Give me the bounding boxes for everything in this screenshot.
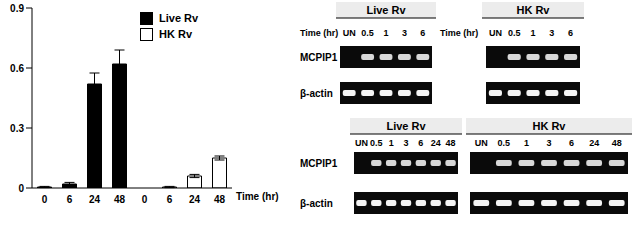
html-text:Time (hr): Time (hr) — [236, 191, 279, 202]
svg-text:3: 3 — [402, 28, 407, 38]
svg-text:MCPIP1: MCPIP1 — [300, 52, 338, 63]
svg-text:48: 48 — [446, 138, 456, 148]
svg-text:0: 0 — [42, 194, 48, 205]
svg-text:48: 48 — [612, 138, 622, 148]
svg-text:1: 1 — [389, 138, 394, 148]
svg-text:0: 0 — [142, 194, 148, 205]
svg-text:3: 3 — [403, 138, 408, 148]
svg-text:UN: UN — [355, 138, 368, 148]
svg-text:1: 1 — [524, 138, 529, 148]
svg-text:48: 48 — [114, 194, 126, 205]
svg-text:24: 24 — [431, 138, 441, 148]
svg-text:6: 6 — [67, 194, 73, 205]
svg-text:0: 0 — [18, 183, 24, 194]
svg-text:β-actin: β-actin — [300, 198, 333, 209]
svg-text:0.5: 0.5 — [370, 138, 383, 148]
svg-text:6: 6 — [569, 138, 574, 148]
svg-text:6: 6 — [420, 28, 425, 38]
svg-text:6: 6 — [418, 138, 423, 148]
html-text:Live Rv: Live Rv — [159, 12, 199, 24]
svg-text:0.6: 0.6 — [10, 63, 24, 74]
svg-text:HK Rv: HK Rv — [516, 4, 550, 16]
svg-text:6: 6 — [568, 28, 573, 38]
svg-text:0.9: 0.9 — [10, 3, 24, 14]
svg-text:0.5: 0.5 — [498, 138, 511, 148]
svg-text:UN: UN — [475, 138, 488, 148]
svg-text:Time (hr): Time (hr) — [300, 28, 338, 38]
svg-text:24: 24 — [189, 194, 201, 205]
svg-text:Live Rv: Live Rv — [366, 4, 406, 16]
svg-text:UN: UN — [489, 28, 502, 38]
svg-text:6: 6 — [167, 194, 173, 205]
svg-text:β-actin: β-actin — [300, 88, 333, 99]
svg-text:HK Rv: HK Rv — [532, 120, 566, 132]
html-text:HK Rv: HK Rv — [159, 28, 192, 40]
svg-text:1: 1 — [530, 28, 535, 38]
svg-text:1: 1 — [383, 28, 388, 38]
svg-text:3: 3 — [549, 28, 554, 38]
svg-text:Time (hr): Time (hr) — [440, 28, 478, 38]
svg-text:0.5: 0.5 — [508, 28, 521, 38]
svg-text:0.5: 0.5 — [361, 28, 374, 38]
svg-text:24: 24 — [589, 138, 599, 148]
svg-text:0.3: 0.3 — [10, 123, 24, 134]
svg-text:UN: UN — [343, 28, 356, 38]
svg-text:24: 24 — [89, 194, 101, 205]
svg-text:MCPIP1: MCPIP1 — [300, 158, 338, 169]
svg-text:Live Rv: Live Rv — [386, 120, 426, 132]
svg-text:3: 3 — [546, 138, 551, 148]
svg-text:48: 48 — [214, 194, 226, 205]
